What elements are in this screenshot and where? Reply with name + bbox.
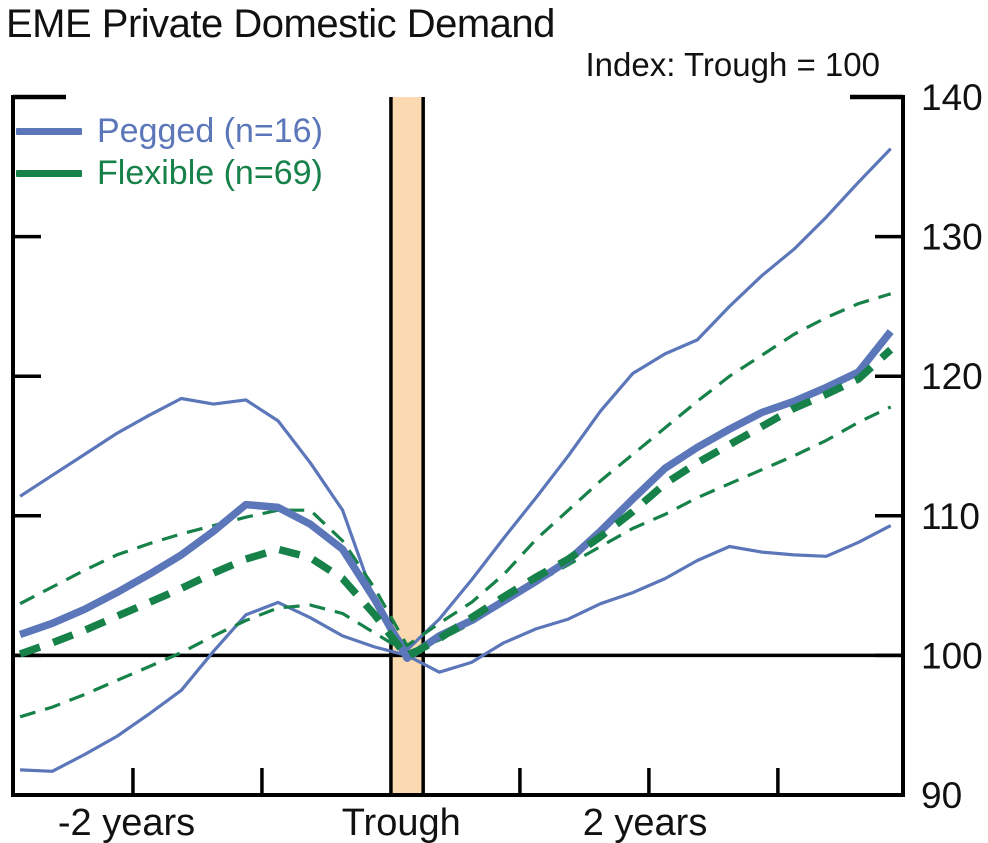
legend-item-pegged: Pegged (n=16) bbox=[16, 110, 323, 152]
y-axis-tick-label: 120 bbox=[921, 356, 983, 397]
x-axis-label: 2 years bbox=[583, 802, 708, 843]
legend: Pegged (n=16) Flexible (n=69) bbox=[16, 110, 323, 194]
x-axis-label: -2 years bbox=[58, 802, 195, 843]
y-axis-tick-label: 90 bbox=[921, 775, 962, 816]
flexible-line-swatch bbox=[16, 169, 82, 177]
flexible-upper-line bbox=[19, 292, 892, 648]
y-axis-tick-label: 130 bbox=[921, 217, 983, 258]
y-axis-tick-label: 110 bbox=[921, 496, 980, 537]
legend-label-pegged: Pegged (n=16) bbox=[97, 111, 323, 150]
flexible-lower-line bbox=[19, 405, 892, 719]
x-axis-label: Trough bbox=[342, 802, 461, 843]
y-axis-tick-label: 100 bbox=[921, 635, 983, 676]
legend-label-flexible: Flexible (n=69) bbox=[97, 153, 323, 192]
trough-band bbox=[390, 97, 424, 795]
pegged-upper-line bbox=[19, 147, 892, 652]
pegged-median-line bbox=[18, 329, 894, 662]
flexible-median-line bbox=[18, 346, 894, 661]
chart-subtitle: Index: Trough = 100 bbox=[585, 46, 880, 83]
pegged-line-swatch bbox=[16, 127, 82, 135]
legend-item-flexible: Flexible (n=69) bbox=[16, 152, 323, 194]
chart-title: EME Private Domestic Demand bbox=[6, 2, 555, 46]
pegged-lower-line bbox=[20, 524, 892, 773]
y-axis-tick-label: 140 bbox=[921, 77, 983, 118]
